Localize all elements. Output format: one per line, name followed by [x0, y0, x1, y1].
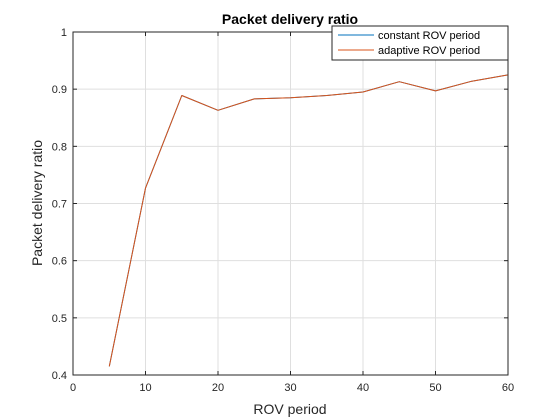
- y-axis-label: Packet delivery ratio: [29, 140, 45, 266]
- legend: constant ROV period adaptive ROV period: [331, 25, 509, 61]
- x-tick-label: 60: [502, 382, 514, 394]
- x-tick-label: 20: [212, 382, 224, 394]
- x-axis-label: ROV period: [253, 401, 326, 417]
- series-lines: [108, 74, 509, 367]
- series-line-adaptive-rov-period: [108, 74, 509, 367]
- legend-box: [331, 25, 509, 61]
- axis-ticks: 0 10 20 30 40 50 60 0.4 0.5 0.6 0.7 0.8 0.9 1: [52, 27, 514, 394]
- chart-title: Packet delivery ratio: [222, 11, 358, 27]
- y-tick-label: 0.7: [52, 199, 67, 211]
- y-tick-label: 0.4: [52, 370, 67, 382]
- x-tick-label: 30: [284, 382, 296, 394]
- y-tick-label: 1: [61, 27, 67, 39]
- x-tick-label: 40: [357, 382, 369, 394]
- y-tick-label: 0.9: [52, 84, 67, 96]
- legend-label-constant-rov-period: constant ROV period: [378, 30, 480, 42]
- y-tick-label: 0.6: [52, 256, 67, 268]
- x-tick-label: 10: [139, 382, 151, 394]
- x-tick-label: 50: [429, 382, 441, 394]
- x-tick-label: 0: [70, 382, 76, 394]
- legend-label-adaptive-rov-period: adaptive ROV period: [378, 45, 480, 57]
- y-tick-label: 0.5: [52, 313, 67, 325]
- y-tick-label: 0.8: [52, 141, 67, 153]
